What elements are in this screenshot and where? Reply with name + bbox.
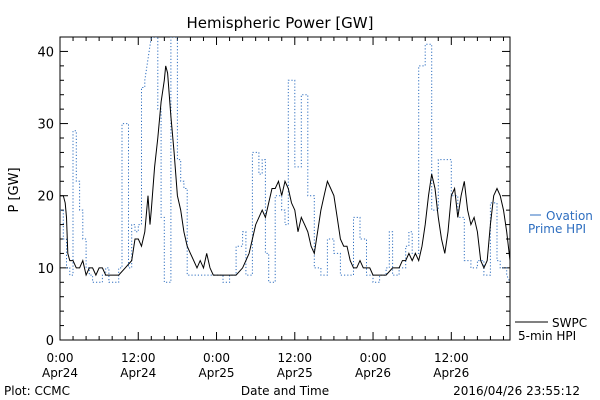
- x-tick-date-label: Apr26: [433, 366, 469, 380]
- x-tick-time-label: 12:00: [434, 351, 469, 365]
- series-layer: [60, 37, 510, 283]
- x-tick-time-label: 0:00: [360, 351, 387, 365]
- y-tick-label: 10: [37, 262, 54, 277]
- legend-label-ovation-line1: Ovation: [546, 209, 593, 223]
- x-tick-date-label: Apr24: [120, 366, 156, 380]
- y-axis-label: P [GW]: [7, 167, 22, 212]
- plot-frame: [59, 36, 511, 341]
- swpc-hpi-line: [60, 65, 510, 277]
- x-tick-time-label: 0:00: [203, 351, 230, 365]
- y-tick-label: 30: [37, 118, 54, 133]
- x-tick-time-label: 12:00: [121, 351, 156, 365]
- x-axis-label: Date and Time: [241, 384, 329, 398]
- footer-plot-source: Plot: CCMC: [4, 384, 70, 398]
- legend-label-swpc-line2: 5-min HPI: [518, 329, 576, 343]
- y-tick-label: 0: [46, 334, 54, 349]
- x-tick-date-label: Apr25: [277, 366, 313, 380]
- x-tick-time-label: 12:00: [277, 351, 312, 365]
- x-tick-time-label: 0:00: [47, 351, 74, 365]
- ovation-prime-hpi-line: [60, 37, 510, 283]
- x-tick-date-label: Apr26: [355, 366, 391, 380]
- y-tick-label: 40: [37, 45, 54, 60]
- y-axis: 0 10 20 30 40: [37, 36, 510, 349]
- footer-timestamp: 2016/04/26 23:55:12: [453, 384, 580, 398]
- chart-title: Hemispheric Power [GW]: [187, 14, 374, 32]
- y-tick-label: 20: [37, 190, 54, 205]
- x-tick-date-label: Apr25: [199, 366, 235, 380]
- legend-label-ovation-line2: Prime HPI: [528, 222, 586, 236]
- x-axis: 0:00Apr2412:00Apr240:00Apr2512:00Apr250:…: [42, 37, 504, 380]
- legend-label-swpc-line1: SWPC: [552, 316, 587, 330]
- x-tick-date-label: Apr24: [42, 366, 78, 380]
